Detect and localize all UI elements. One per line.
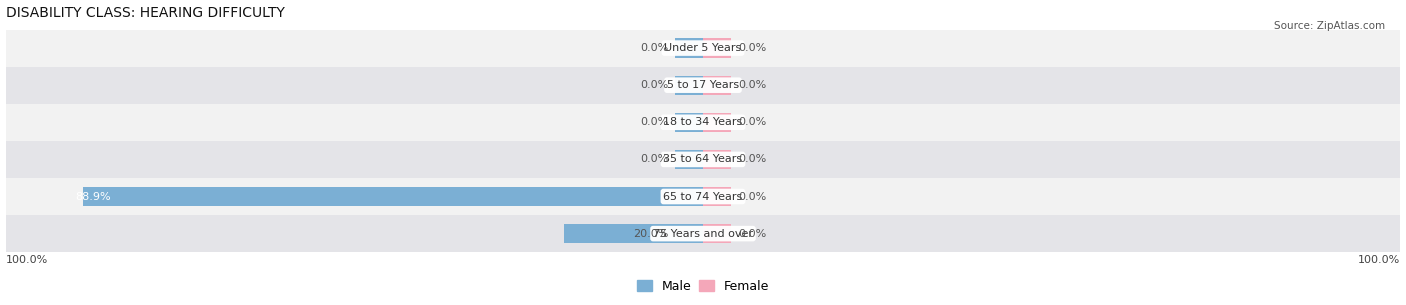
Bar <box>703 224 731 243</box>
Bar <box>6 178 1400 215</box>
Bar <box>675 150 703 169</box>
Text: 0.0%: 0.0% <box>738 192 766 202</box>
Bar <box>675 76 703 95</box>
Text: 0.0%: 0.0% <box>738 43 766 53</box>
Bar <box>83 187 703 206</box>
Bar <box>703 76 731 95</box>
Text: 0.0%: 0.0% <box>738 154 766 164</box>
Text: 0.0%: 0.0% <box>640 117 668 127</box>
Text: 100.0%: 100.0% <box>6 255 48 265</box>
Bar <box>703 113 731 132</box>
Text: DISABILITY CLASS: HEARING DIFFICULTY: DISABILITY CLASS: HEARING DIFFICULTY <box>6 5 284 20</box>
Text: 88.9%: 88.9% <box>76 192 111 202</box>
Bar <box>675 113 703 132</box>
Text: 0.0%: 0.0% <box>640 154 668 164</box>
Text: 0.0%: 0.0% <box>640 43 668 53</box>
Bar <box>675 38 703 58</box>
Text: 0.0%: 0.0% <box>640 80 668 90</box>
Text: 0.0%: 0.0% <box>738 117 766 127</box>
Bar <box>6 30 1400 66</box>
Text: 100.0%: 100.0% <box>1358 255 1400 265</box>
Text: 75 Years and over: 75 Years and over <box>652 229 754 239</box>
Bar <box>703 187 731 206</box>
Text: Source: ZipAtlas.com: Source: ZipAtlas.com <box>1274 21 1385 31</box>
Text: 20.0%: 20.0% <box>633 229 668 239</box>
Bar <box>703 38 731 58</box>
Bar <box>6 104 1400 141</box>
Text: 5 to 17 Years: 5 to 17 Years <box>666 80 740 90</box>
Text: 18 to 34 Years: 18 to 34 Years <box>664 117 742 127</box>
Text: 0.0%: 0.0% <box>738 80 766 90</box>
Text: 65 to 74 Years: 65 to 74 Years <box>664 192 742 202</box>
Bar <box>6 141 1400 178</box>
Bar <box>6 215 1400 252</box>
Bar <box>6 66 1400 104</box>
Text: 35 to 64 Years: 35 to 64 Years <box>664 154 742 164</box>
Text: 0.0%: 0.0% <box>738 229 766 239</box>
Text: Under 5 Years: Under 5 Years <box>665 43 741 53</box>
Legend: Male, Female: Male, Female <box>631 274 775 298</box>
Bar <box>703 150 731 169</box>
Bar <box>564 224 703 243</box>
